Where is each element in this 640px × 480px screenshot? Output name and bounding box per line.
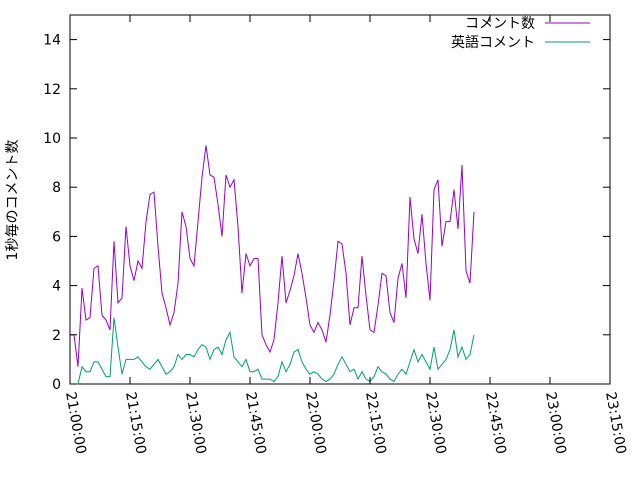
- y-axis: 0 2 4 6 8 10 12 14: [43, 33, 610, 393]
- y-tick-label: 12: [43, 82, 61, 98]
- y-tick-label: 4: [52, 279, 61, 295]
- legend-label: コメント数: [465, 16, 535, 32]
- x-axis: 21:00:00 21:15:00 21:30:00 21:45:00 22:00:00…: [62, 15, 629, 455]
- x-tick-label: 23:15:00: [602, 391, 629, 456]
- x-tick-label: 22:30:00: [422, 391, 449, 456]
- x-tick-label: 22:00:00: [302, 391, 329, 456]
- x-tick-label: 21:30:00: [182, 391, 209, 456]
- x-tick-label: 22:45:00: [482, 391, 509, 456]
- plot-area: [69, 14, 611, 385]
- plot-border: [69, 14, 611, 385]
- series-line-1: [70, 145, 475, 367]
- y-tick-label: 0: [52, 377, 61, 393]
- legend-label: 英語コメント: [451, 34, 535, 51]
- x-tick-label: 22:15:00: [362, 391, 389, 456]
- y-tick-label: 10: [43, 131, 61, 147]
- x-tick-label: 21:00:00: [62, 391, 89, 456]
- y-tick-label: 8: [52, 180, 61, 196]
- x-tick-label: 23:00:00: [542, 391, 569, 456]
- y-axis-label: 1秒毎のコメント数: [5, 140, 21, 261]
- x-tick-label: 21:45:00: [242, 391, 269, 456]
- y-tick-label: 14: [43, 33, 61, 49]
- y-tick-label: 2: [52, 328, 61, 344]
- x-tick-label: 21:15:00: [122, 391, 149, 456]
- series-lines: [70, 145, 475, 385]
- series-line-2: [70, 317, 475, 385]
- y-tick-label: 6: [52, 229, 61, 245]
